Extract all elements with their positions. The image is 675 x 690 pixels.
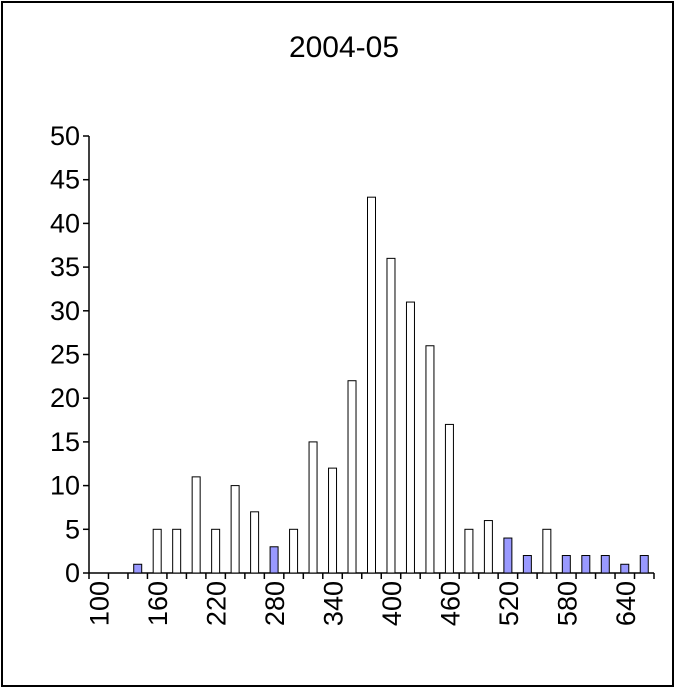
bar [289,528,299,574]
bar [444,423,454,574]
bar [386,257,396,574]
y-axis: 0 5 10 15 20 25 30 35 40 45 50 [50,121,90,588]
chart: 2004-05 0 5 10 15 20 25 30 35 40 45 50 100 160 220 28… [50,31,655,626]
bar [542,528,552,574]
y-tick-label: 40 [50,208,80,238]
bar [211,528,221,574]
bar [483,520,493,574]
x-tick-label: 460 [435,581,465,626]
y-tick-label: 10 [50,471,80,501]
y-tick-label: 5 [65,514,80,544]
bar [230,485,240,574]
bar [328,467,338,574]
y-tick-label: 20 [50,383,80,413]
bar [133,563,143,574]
x-tick-label: 220 [202,581,232,626]
bars [133,196,649,574]
x-tick-label: 400 [377,581,407,626]
bar [581,555,591,574]
y-tick-label: 50 [50,121,80,151]
bar [639,555,649,574]
x-axis: 100 160 220 280 340 400 460 520 580 640 [85,572,655,626]
x-tick-label: 640 [611,581,641,626]
x-tick-label: 160 [143,581,173,626]
bar [269,546,279,574]
bar [620,563,630,574]
bar [250,511,260,574]
bar [561,555,571,574]
bar [600,555,610,574]
bar [152,528,162,574]
chart-title: 2004-05 [289,31,399,64]
bar [172,528,182,574]
y-tick-label: 15 [50,427,80,457]
bar [464,528,474,574]
bar [425,345,435,574]
bar [191,476,201,574]
bar [308,441,318,574]
bar [367,196,376,574]
y-tick-label: 45 [50,165,80,195]
bar [405,301,415,574]
y-tick-label: 0 [65,558,80,588]
y-tick-label: 35 [50,252,80,282]
y-tick-label: 30 [50,296,80,326]
bar [522,555,532,574]
x-tick-label: 340 [319,581,349,626]
bar [347,380,357,574]
x-tick-label: 520 [494,581,524,626]
bar [503,537,513,574]
y-tick-label: 25 [50,340,80,370]
x-tick-label: 100 [85,581,115,626]
x-tick-label: 280 [260,581,290,626]
x-tick-label: 580 [552,581,582,626]
